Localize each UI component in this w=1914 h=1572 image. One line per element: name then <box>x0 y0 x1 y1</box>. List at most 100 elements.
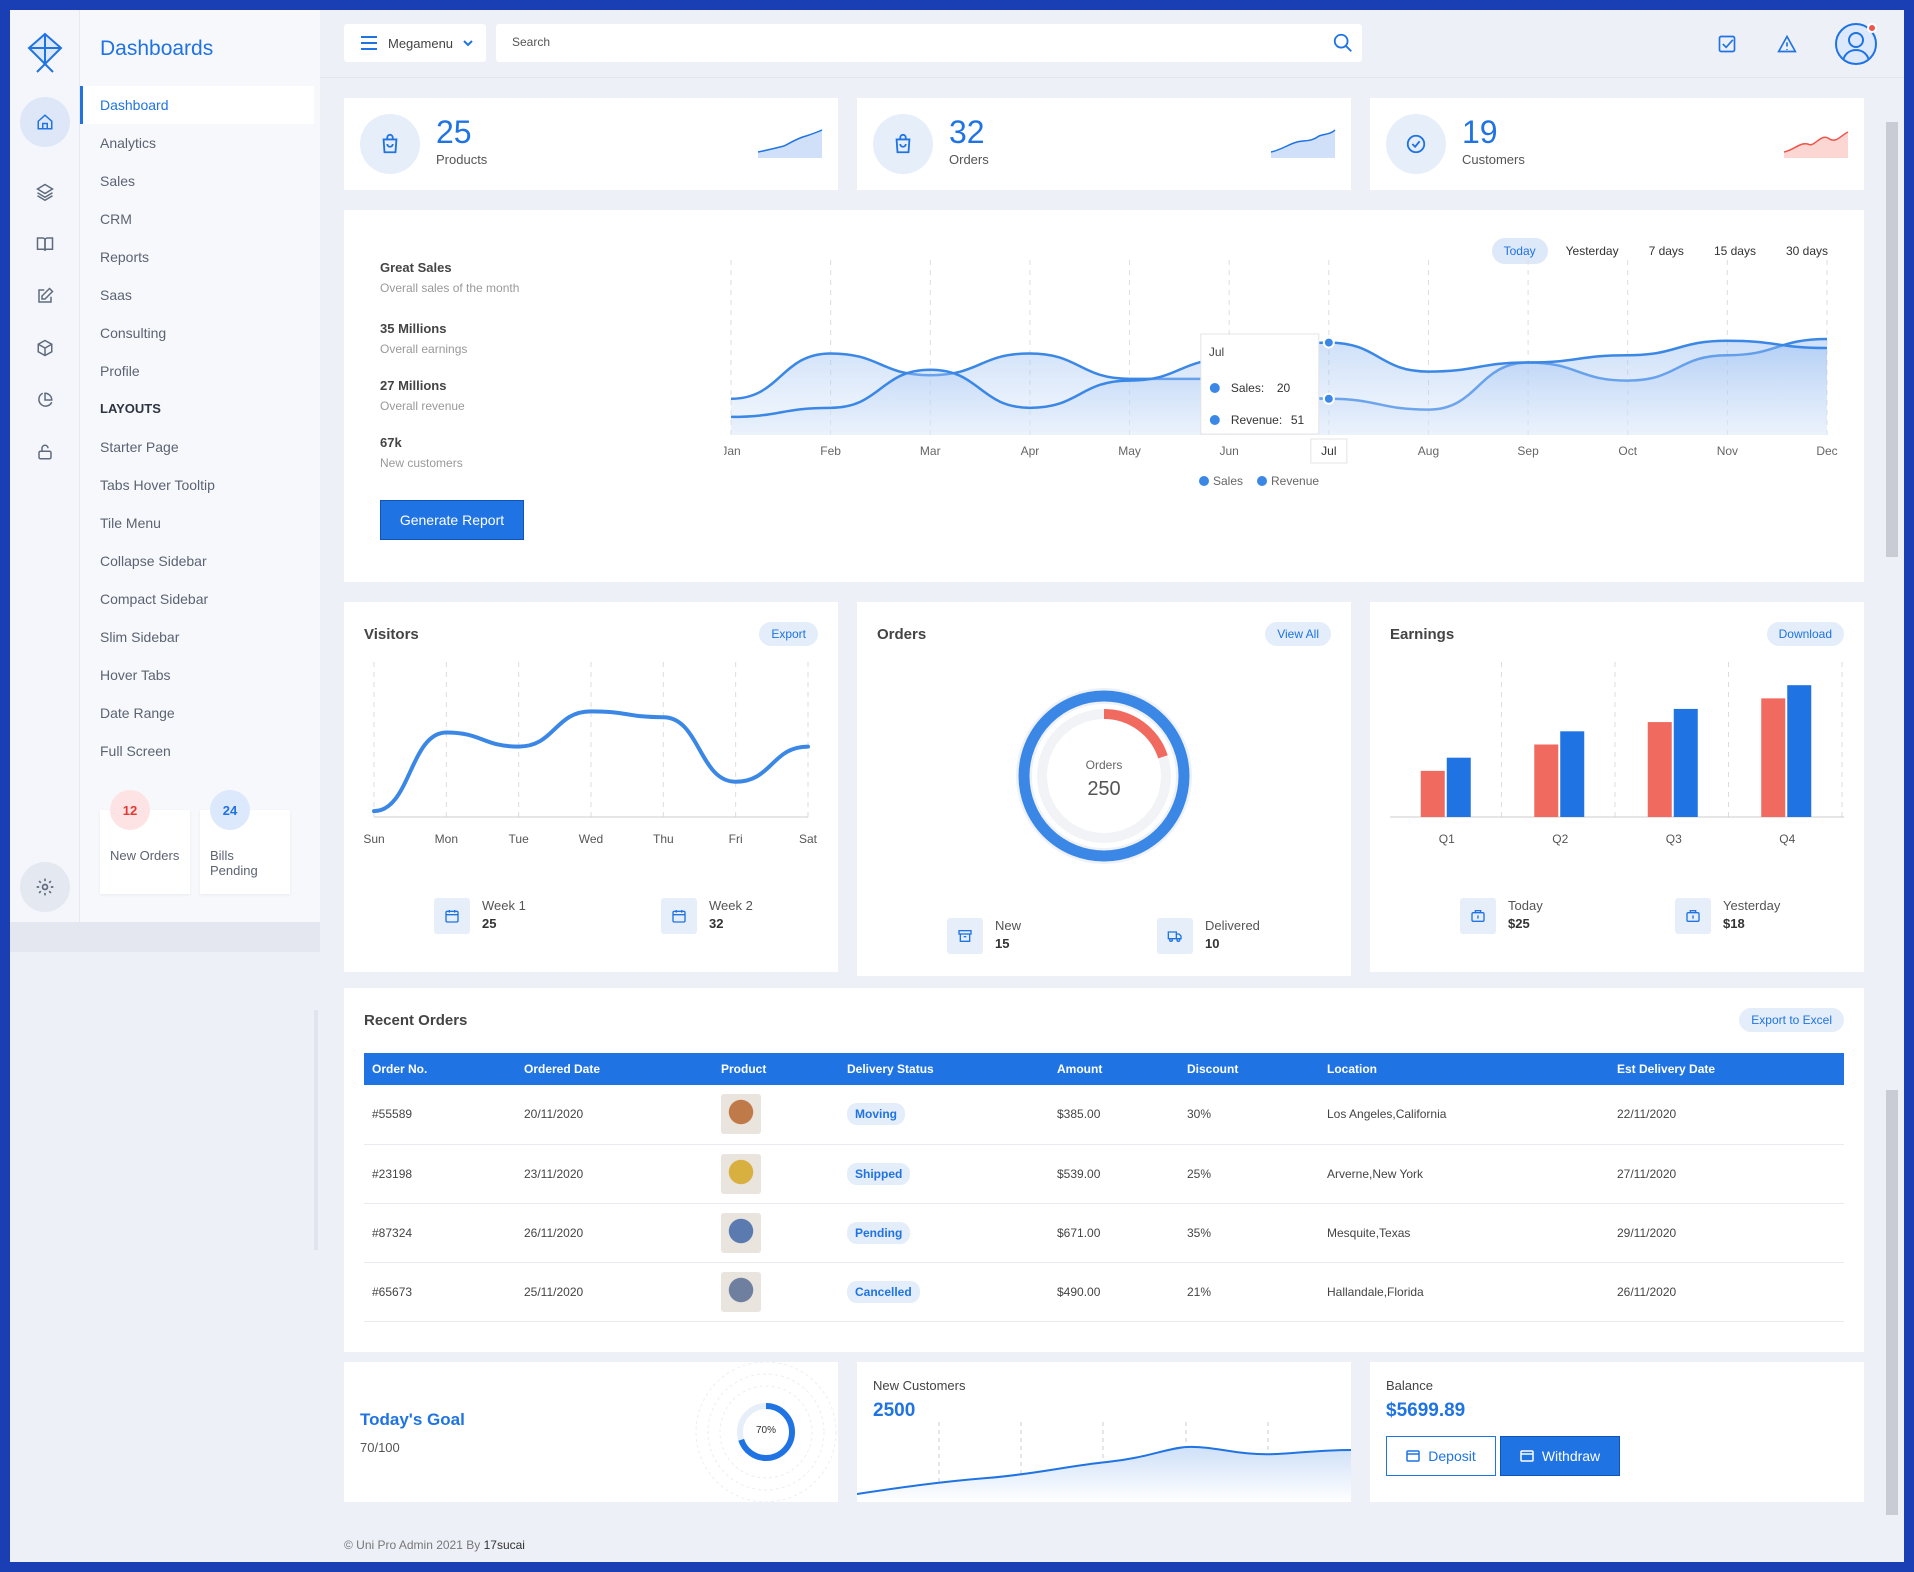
stat-label: Products <box>436 152 488 167</box>
recent-orders-card: Recent Orders Export to Excel Order No. O… <box>344 988 1864 1352</box>
task-check-icon[interactable] <box>1717 34 1737 54</box>
column-header[interactable]: Discount <box>1187 1062 1239 1076</box>
product-thumbnail[interactable] <box>721 1094 761 1135</box>
sidebar-item-hover-tabs[interactable]: Hover Tabs <box>100 667 171 683</box>
column-header[interactable]: Ordered Date <box>524 1062 601 1076</box>
sidebar-item-consulting[interactable]: Consulting <box>100 325 167 341</box>
column-header[interactable]: Delivery Status <box>847 1062 934 1076</box>
table-row[interactable]: #65673 25/11/2020 Cancelled $490.00 21% Halla… <box>364 1262 1844 1322</box>
sidebar-item-analytics[interactable]: Analytics <box>100 135 157 151</box>
range-tab-today[interactable]: Today <box>1491 238 1548 264</box>
x-tick-label: Wed <box>579 832 603 846</box>
gear-icon[interactable] <box>20 862 70 912</box>
legend-label[interactable]: Revenue <box>1271 474 1319 488</box>
table-row[interactable]: #23198 23/11/2020 Shipped $539.00 25% Arverne… <box>364 1144 1844 1204</box>
lock-icon[interactable] <box>28 435 62 469</box>
sidebar-item-starter-page[interactable]: Starter Page <box>100 439 179 455</box>
bar[interactable] <box>1446 757 1471 817</box>
book-icon[interactable] <box>28 227 62 261</box>
footer-stat-label: Delivered <box>1205 918 1260 933</box>
download-button[interactable]: Download <box>1766 622 1844 646</box>
pie-chart-icon[interactable] <box>28 383 62 417</box>
product-thumbnail[interactable] <box>721 1271 761 1312</box>
export-excel-button[interactable]: Export to Excel <box>1739 1008 1844 1032</box>
column-header[interactable]: Order No. <box>372 1062 428 1076</box>
sidebar-item-dashboard[interactable]: Dashboard <box>80 86 314 124</box>
range-tab-15-days[interactable]: 15 days <box>1713 244 1756 258</box>
table-row[interactable]: #55589 20/11/2020 Moving $385.00 30% Los Ange… <box>364 1085 1844 1145</box>
sidebar-widget-card[interactable]: 24 Bills Pending <box>200 790 290 894</box>
sidebar-item-tile-menu[interactable]: Tile Menu <box>100 515 161 531</box>
range-tab-30-days[interactable]: 30 days <box>1785 244 1828 258</box>
notification-dot <box>1867 23 1877 33</box>
generate-report-button[interactable]: Generate Report <box>380 500 524 540</box>
megamenu-button[interactable]: Megamenu <box>344 24 486 62</box>
search-icon[interactable] <box>1332 32 1354 54</box>
table-row[interactable]: #87324 26/11/2020 Pending $671.00 35% Mesquit… <box>364 1203 1844 1263</box>
topbar: Megamenu <box>320 10 1904 78</box>
sidebar-item-compact-sidebar[interactable]: Compact Sidebar <box>100 591 209 607</box>
product-cell <box>713 1203 839 1263</box>
column-header[interactable]: Est Delivery Date <box>1617 1062 1716 1076</box>
legend-label[interactable]: Sales <box>1213 474 1243 488</box>
page-scrollbar[interactable] <box>1886 100 1898 1520</box>
metric-label: Overall revenue <box>380 399 465 413</box>
export-button[interactable]: Export <box>759 622 818 646</box>
footer-stat: Week 2 32 <box>661 898 753 934</box>
deposit-button[interactable]: Deposit <box>1386 1436 1496 1476</box>
column-header[interactable]: Amount <box>1057 1062 1103 1076</box>
sidebar-item-sales[interactable]: Sales <box>100 173 136 189</box>
sidebar-item-collapse-sidebar[interactable]: Collapse Sidebar <box>100 553 207 569</box>
logo-icon[interactable] <box>23 30 67 74</box>
tooltip-point[interactable] <box>1322 336 1335 349</box>
bar[interactable] <box>1560 731 1585 817</box>
scrollbar-thumb[interactable] <box>1886 1090 1898 1515</box>
metric-value: 35 Millions <box>380 321 447 336</box>
range-tab-7-days[interactable]: 7 days <box>1648 244 1684 258</box>
x-tick-label: Sun <box>363 832 384 846</box>
tooltip-sales-label: Sales: <box>1231 381 1264 395</box>
sidebar-item-crm[interactable]: CRM <box>100 211 132 227</box>
bar[interactable] <box>1647 722 1672 817</box>
bar[interactable] <box>1761 698 1786 817</box>
bar[interactable] <box>1534 744 1559 818</box>
visitors-title: Visitors <box>364 626 419 643</box>
search-input[interactable] <box>496 24 1276 60</box>
stat-value: 19 <box>1462 114 1498 150</box>
withdraw-button[interactable]: Withdraw <box>1500 1436 1620 1476</box>
icon-rail <box>10 10 80 922</box>
hamburger-icon <box>361 36 377 50</box>
layers-icon[interactable] <box>28 175 62 209</box>
tooltip-point[interactable] <box>1322 392 1335 405</box>
product-thumbnail[interactable] <box>721 1153 761 1194</box>
bar[interactable] <box>1673 708 1698 817</box>
sidebar-item-reports[interactable]: Reports <box>100 249 150 265</box>
edit-icon[interactable] <box>28 279 62 313</box>
sidebar-item-full-screen[interactable]: Full Screen <box>100 743 171 759</box>
status-cell: Cancelled <box>839 1262 1049 1322</box>
sidebar-widget-card[interactable]: 12 New Orders <box>100 790 190 894</box>
scrollbar-thumb[interactable] <box>1886 122 1898 557</box>
bar[interactable] <box>1787 685 1812 817</box>
bar[interactable] <box>1420 770 1445 817</box>
column-header[interactable]: Product <box>721 1062 767 1076</box>
home-icon[interactable] <box>20 97 70 147</box>
footer-author-link[interactable]: 17sucai <box>483 1538 525 1552</box>
sidebar-item-slim-sidebar[interactable]: Slim Sidebar <box>100 629 180 645</box>
column-header[interactable]: Location <box>1327 1062 1377 1076</box>
alert-triangle-icon[interactable] <box>1777 34 1797 54</box>
order-number: #65673 <box>364 1262 516 1322</box>
stat-label: Customers <box>1462 152 1525 167</box>
recent-orders-title: Recent Orders <box>364 1012 468 1029</box>
sidebar-item-saas[interactable]: Saas <box>100 287 132 303</box>
product-thumbnail[interactable] <box>721 1212 761 1253</box>
range-tab-yesterday[interactable]: Yesterday <box>1565 244 1619 258</box>
widget-label: Bills Pending <box>210 848 258 878</box>
sidebar-item-tabs-hover-tooltip[interactable]: Tabs Hover Tooltip <box>100 477 215 493</box>
view-all-button[interactable]: View All <box>1265 622 1331 646</box>
tooltip-month: Jul <box>1209 345 1224 359</box>
box-icon[interactable] <box>28 331 62 365</box>
sidebar-item-date-range[interactable]: Date Range <box>100 705 175 721</box>
sidebar-item-profile[interactable]: Profile <box>100 363 140 379</box>
sidebar-scrollbar[interactable] <box>314 1010 318 1250</box>
